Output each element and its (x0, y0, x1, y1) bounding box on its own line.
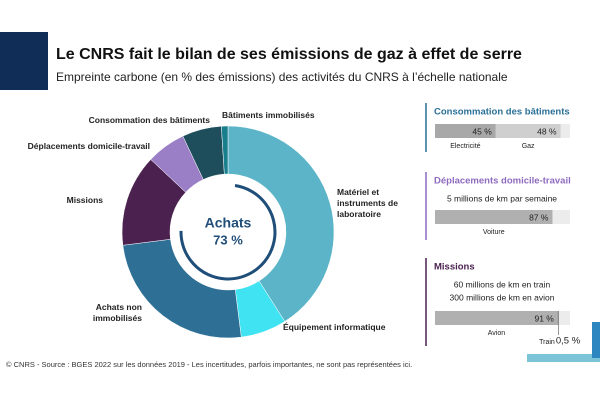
bar-value: 87 % (529, 212, 549, 222)
bar-value: 45 % (472, 126, 492, 136)
center-value: 73 % (213, 232, 243, 247)
bar-category: Electricité (450, 143, 480, 150)
subtitle: Empreinte carbone (en % des émissions) d… (56, 70, 508, 84)
bar-segment (435, 124, 496, 138)
segment-label: Déplacements domicile-travail (27, 141, 150, 151)
pie-segment (221, 125, 229, 175)
panel-title: Missions (434, 262, 475, 273)
bar-segment (495, 124, 561, 138)
panel-note: 60 millions de km en train (454, 279, 551, 289)
segment-label: Bâtiments immobilisés (222, 110, 315, 120)
accent-bar (592, 322, 600, 358)
center-ring (179, 184, 277, 281)
panel-note: 5 millions de km par semaine (447, 193, 557, 203)
pie-segment (122, 238, 242, 339)
bar-category: Avion (488, 330, 505, 337)
header-block (0, 32, 48, 90)
segment-label: Missions (66, 195, 103, 205)
panel-title: Déplacements domicile-travail (434, 176, 571, 187)
accent-bar (527, 354, 600, 362)
panel-note: 300 millions de km en avion (450, 292, 555, 302)
bar-category: Gaz (522, 143, 535, 150)
bar-segment (557, 311, 559, 325)
bar-value: 48 % (537, 126, 557, 136)
panel-title: Consommation des bâtiments (434, 107, 570, 118)
title: Le CNRS fait le bilan de ses émissions d… (56, 46, 522, 63)
pie-segment (227, 125, 335, 322)
segment-label: Consommation des bâtiments (88, 115, 210, 125)
bar-category: Train (539, 339, 555, 346)
segment-label: Matériel et instruments de laboratoire (337, 187, 398, 219)
bar-value: 91 % (534, 313, 554, 323)
bar-segment (435, 311, 558, 325)
footer: © CNRS - Source : BGES 2022 sur les donn… (6, 360, 412, 369)
bar-category: Voiture (483, 229, 505, 236)
bar-value: 0,5 % (556, 336, 581, 347)
bar-segment (435, 210, 553, 224)
center-label: Achats (205, 215, 252, 231)
segment-label: Équipement informatique (283, 322, 386, 332)
segment-label: Achats non immobilisés (92, 302, 142, 323)
